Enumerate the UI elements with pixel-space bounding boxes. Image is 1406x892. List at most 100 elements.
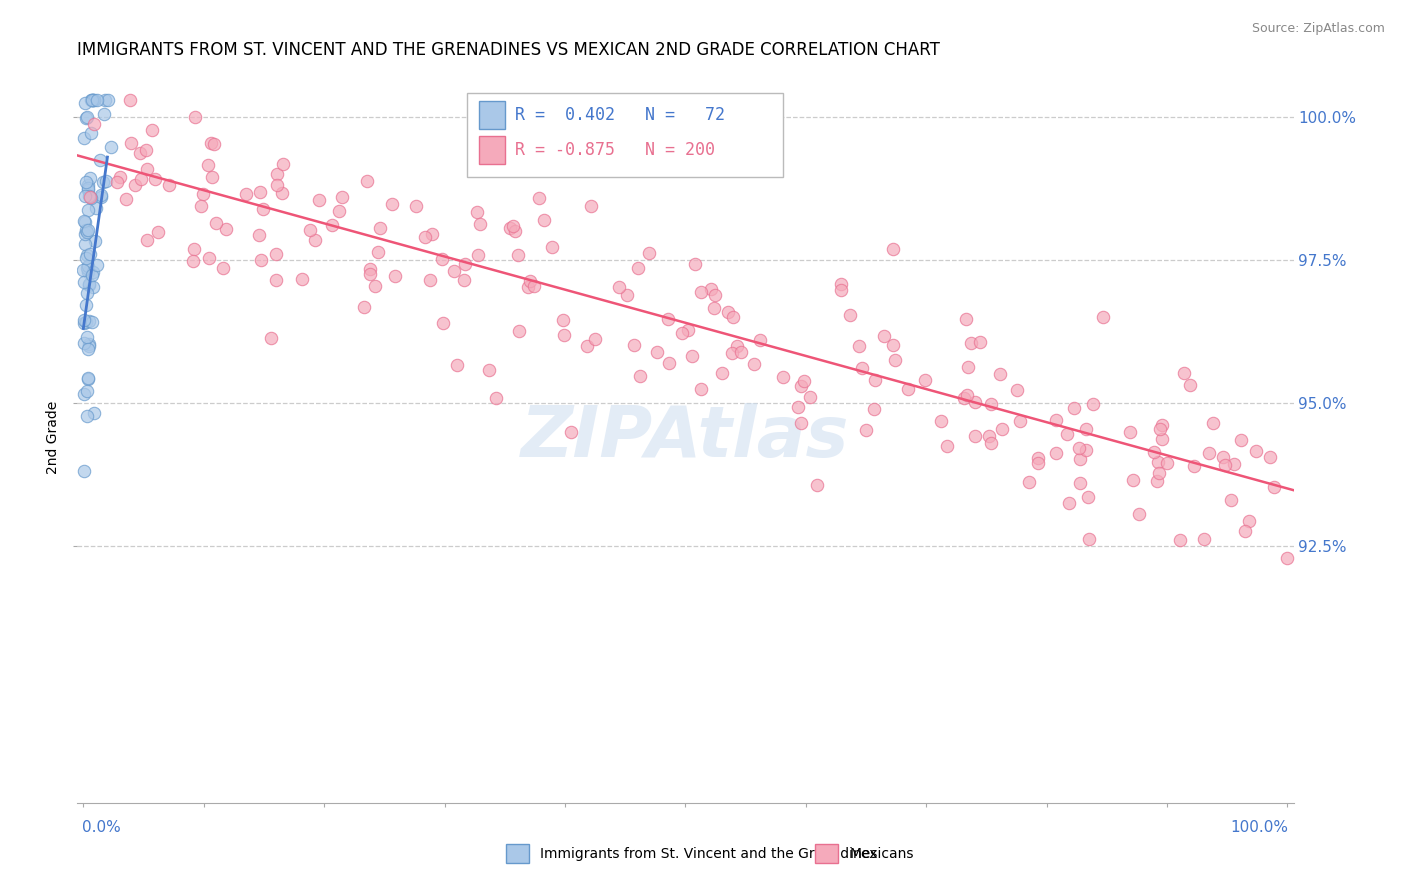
Point bbox=[247, 227, 270, 242]
Point bbox=[454, 256, 477, 270]
Point bbox=[1239, 514, 1261, 528]
Point bbox=[1234, 524, 1257, 538]
Point bbox=[830, 277, 852, 292]
Point bbox=[80, 191, 103, 205]
Point bbox=[249, 252, 271, 267]
Point bbox=[129, 145, 152, 160]
Point bbox=[575, 339, 598, 353]
Point bbox=[583, 332, 606, 346]
Text: ZIPAtlas: ZIPAtlas bbox=[522, 402, 849, 472]
Point bbox=[79, 190, 101, 204]
Point bbox=[725, 339, 748, 353]
Point bbox=[748, 333, 770, 347]
Point bbox=[960, 335, 983, 350]
Point bbox=[135, 233, 157, 247]
Point bbox=[183, 242, 205, 256]
Point bbox=[957, 360, 980, 375]
Point bbox=[560, 425, 582, 440]
Point bbox=[252, 202, 274, 217]
Point bbox=[955, 311, 977, 326]
Point bbox=[124, 178, 146, 192]
Point bbox=[517, 280, 540, 294]
Point bbox=[80, 93, 103, 107]
Point bbox=[1143, 445, 1166, 459]
Point bbox=[304, 233, 326, 247]
Point bbox=[198, 251, 221, 265]
Point bbox=[1147, 466, 1170, 480]
Point bbox=[76, 223, 98, 237]
Point bbox=[80, 93, 103, 107]
Point bbox=[1258, 450, 1281, 464]
Point bbox=[863, 373, 886, 387]
Point bbox=[689, 382, 711, 396]
Point bbox=[616, 287, 638, 301]
Point bbox=[105, 175, 128, 189]
Point bbox=[980, 435, 1002, 450]
Point bbox=[1076, 422, 1098, 436]
Point bbox=[73, 386, 96, 401]
Point bbox=[710, 366, 733, 380]
Point bbox=[988, 367, 1011, 381]
Point bbox=[77, 337, 100, 351]
Point bbox=[638, 245, 661, 260]
Point bbox=[76, 202, 98, 217]
Point bbox=[485, 392, 508, 406]
Point bbox=[321, 218, 343, 232]
Point bbox=[202, 136, 225, 151]
Point bbox=[76, 110, 98, 124]
Point bbox=[676, 323, 699, 337]
Point bbox=[1150, 418, 1173, 433]
Point bbox=[1057, 496, 1080, 510]
Point bbox=[75, 251, 97, 265]
Point bbox=[956, 388, 979, 402]
Point bbox=[541, 240, 564, 254]
Point bbox=[80, 315, 103, 329]
Point bbox=[787, 400, 810, 414]
Point bbox=[77, 370, 100, 384]
Point bbox=[523, 279, 546, 293]
Point bbox=[84, 234, 107, 248]
Point bbox=[936, 439, 959, 453]
Point bbox=[929, 414, 952, 428]
Point bbox=[82, 93, 104, 107]
Point bbox=[645, 345, 668, 359]
Point bbox=[77, 180, 100, 194]
Point bbox=[882, 242, 904, 256]
Point bbox=[235, 187, 257, 202]
Point bbox=[77, 339, 100, 353]
Point bbox=[1119, 425, 1142, 439]
Point bbox=[1194, 532, 1216, 546]
Text: Source: ZipAtlas.com: Source: ZipAtlas.com bbox=[1251, 22, 1385, 36]
Point bbox=[211, 261, 233, 276]
Point bbox=[1092, 310, 1115, 325]
Point bbox=[553, 312, 575, 326]
FancyBboxPatch shape bbox=[478, 102, 505, 129]
Point bbox=[215, 221, 238, 235]
Point bbox=[1063, 401, 1085, 415]
Point bbox=[73, 214, 96, 228]
Point bbox=[744, 357, 766, 371]
Point bbox=[1076, 443, 1098, 458]
Point bbox=[76, 248, 98, 262]
Point bbox=[793, 374, 815, 388]
Text: Immigrants from St. Vincent and the Grenadines: Immigrants from St. Vincent and the Gren… bbox=[540, 847, 877, 861]
Point bbox=[77, 222, 100, 236]
Point bbox=[83, 406, 105, 420]
Y-axis label: 2nd Grade: 2nd Grade bbox=[46, 401, 60, 474]
Point bbox=[533, 213, 555, 227]
Point bbox=[91, 175, 114, 189]
FancyBboxPatch shape bbox=[467, 94, 783, 178]
Point bbox=[75, 315, 97, 329]
Point bbox=[1244, 443, 1267, 458]
Point bbox=[79, 247, 101, 261]
Point bbox=[79, 277, 101, 291]
Point bbox=[1182, 459, 1205, 474]
Point bbox=[446, 358, 468, 372]
Point bbox=[359, 267, 381, 281]
Point bbox=[353, 300, 375, 314]
Point bbox=[721, 310, 744, 324]
Point bbox=[623, 337, 645, 351]
Point bbox=[181, 254, 204, 268]
Point bbox=[965, 395, 987, 409]
Point bbox=[82, 268, 104, 282]
